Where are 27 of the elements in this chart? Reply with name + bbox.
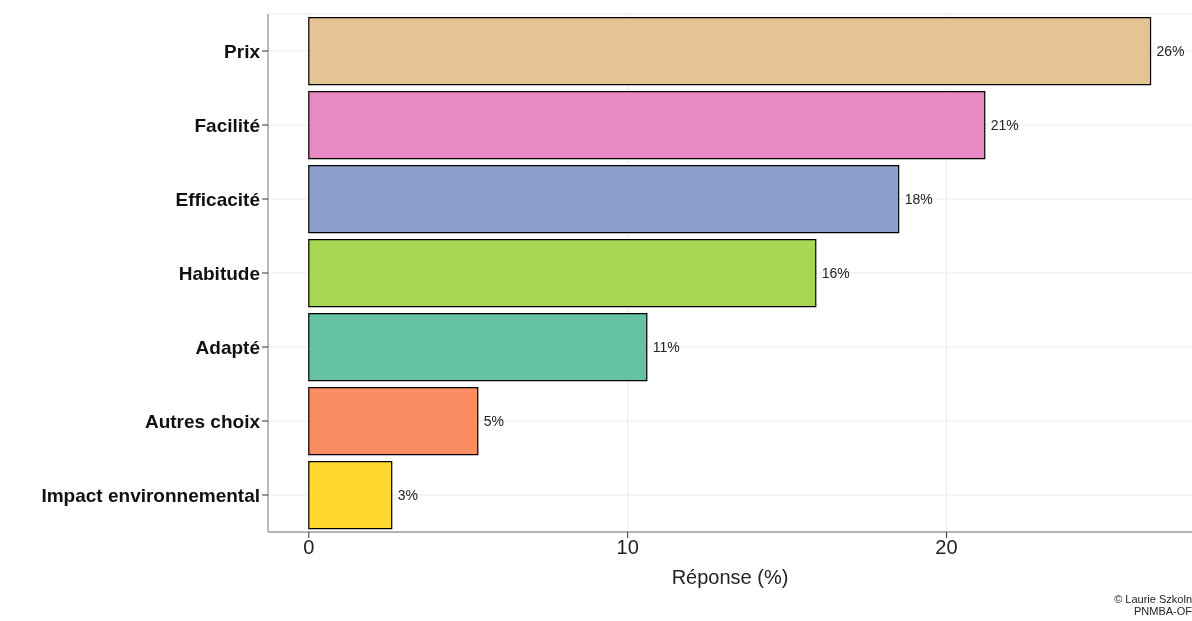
y-tick-label: Adapté (195, 336, 260, 358)
text: PNMBA-OF (1132, 605, 1192, 617)
bar (308, 387, 479, 456)
x-tick-label: 0 (303, 536, 315, 559)
x-tick-label: 20 (935, 536, 958, 559)
y-tick-label: Impact environnemental (41, 484, 260, 506)
data-label: 3% (397, 487, 418, 504)
data-label: 5% (483, 413, 505, 430)
y-tick-label: Autres choix (144, 410, 261, 432)
data-label: 18% (904, 191, 933, 208)
bar (308, 91, 986, 160)
y-tick-label: Prix (224, 40, 261, 62)
data-label: 16% (821, 265, 850, 282)
bar (308, 17, 1152, 86)
data-label: 11% (652, 339, 680, 356)
data-label: 26% (1156, 43, 1185, 60)
y-tick-label: Efficacité (175, 188, 260, 210)
data-label: 21% (990, 117, 1019, 134)
y-tick-label: Habitude (178, 262, 260, 284)
bar (308, 239, 817, 308)
x-axis-title: Réponse (%) (671, 566, 789, 588)
bar (308, 313, 648, 382)
bar (308, 461, 393, 530)
y-tick-label: Facilité (194, 114, 260, 136)
bar (308, 165, 900, 234)
text: © Laurie Szkoln (1114, 593, 1192, 605)
x-tick-label: 10 (616, 536, 639, 559)
